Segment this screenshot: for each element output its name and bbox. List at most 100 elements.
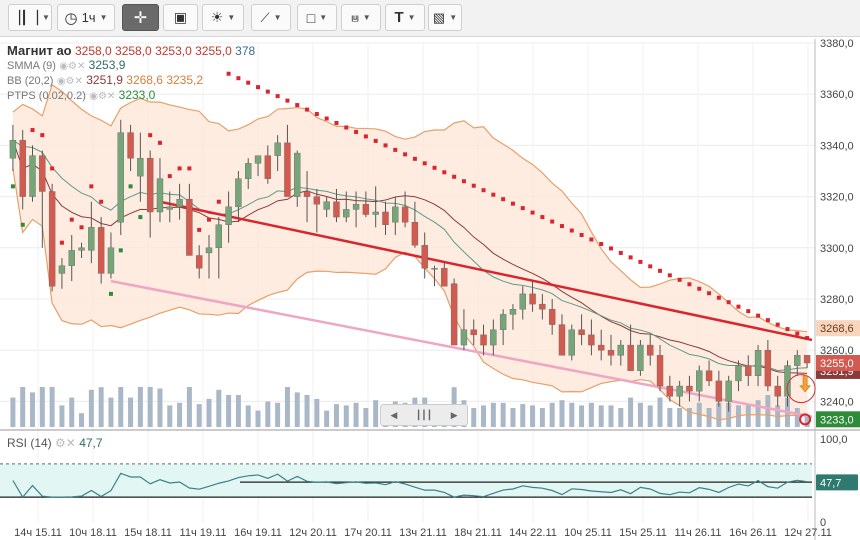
candle-body [9, 140, 17, 159]
time-tick-label: 11ч 26.11 [675, 527, 722, 539]
settings-gear-icon[interactable]: ◉⚙✕ [59, 61, 86, 72]
shapes-button[interactable]: □ ▼ [297, 4, 337, 31]
candle-body [529, 293, 536, 305]
volume-bar [559, 400, 565, 427]
ptps-dot [481, 188, 486, 193]
volume-bar [539, 408, 545, 427]
ptps-dot [99, 199, 104, 204]
price-tick-label: 3280,0 [820, 294, 854, 306]
fib-button[interactable]: ⩏ ▼ [341, 4, 381, 31]
settings-gear-icon[interactable]: ◉⚙✕ [56, 76, 83, 87]
crosshair-button[interactable]: ✛ [122, 4, 159, 31]
scroll-left-icon[interactable]: ◀ [390, 409, 398, 420]
ptps-dot [599, 241, 604, 246]
candle-body [686, 385, 693, 392]
candle-body [656, 355, 664, 387]
drag-handle-icon[interactable]: ┃┃┃ [415, 409, 433, 420]
settings-gear-icon[interactable]: ⚙✕ [55, 436, 76, 450]
rsi-value-tag-label: 47,7 [820, 477, 841, 489]
price-tick-label: 3300,0 [820, 243, 854, 255]
scroll-right-icon[interactable]: ▶ [450, 409, 458, 420]
volume-bar [696, 402, 702, 427]
candle-body [303, 191, 311, 197]
price-tick-label: 3260,0 [820, 345, 854, 357]
ptps-dot [69, 217, 74, 222]
volume-bar [686, 408, 692, 427]
smma-name: SMMA (9) [7, 60, 56, 72]
draw-line-button[interactable]: ⟋ ▼ [251, 4, 291, 31]
time-tick-label: 10ч 18.11 [69, 527, 117, 539]
volume-bar [226, 395, 232, 427]
image-button[interactable]: ▧ ▼ [428, 4, 462, 31]
time-tick-label: 16ч 26.11 [729, 527, 777, 539]
rsi-band [0, 463, 812, 498]
price-tick-label: 3340,0 [820, 140, 854, 152]
rsi-tick-label: 0 [820, 517, 826, 529]
text-button[interactable]: T ▼ [385, 4, 425, 31]
candle-body [764, 350, 772, 387]
candle-body [470, 329, 477, 336]
timeframe-button[interactable]: ◷ 1ч ▼ [57, 4, 115, 31]
volume-bar [157, 388, 163, 427]
rsi-value: 47,7 [79, 436, 103, 450]
ptps-dot [618, 250, 623, 255]
volume-bar [618, 408, 624, 427]
volume-bar [196, 404, 202, 427]
candle-body [597, 344, 605, 351]
timeframe-label: 1ч [81, 10, 96, 25]
candle-body [431, 268, 438, 270]
fullscreen-button[interactable]: ▣ [163, 4, 198, 31]
candle-body [401, 206, 409, 223]
ptps-dot [775, 322, 780, 327]
crosshair-icon: ✛ [133, 9, 148, 27]
volume-value: 378 [235, 44, 256, 58]
candle-body [499, 314, 507, 330]
signal-arrow [799, 375, 811, 393]
candle-body [156, 178, 164, 213]
ptps-dot [344, 125, 349, 130]
ptps-dot [805, 336, 810, 341]
ptps-dot [687, 282, 692, 287]
ptps-dot [726, 300, 731, 305]
time-tick-label: 14ч 22.11 [509, 527, 557, 539]
candles-type-button[interactable]: ▕┃▕ ▼ [8, 4, 52, 31]
candle-body [568, 329, 575, 356]
volume-bar [794, 408, 800, 427]
ptps-dot [393, 147, 398, 152]
candle-body [666, 385, 674, 397]
candle-body [548, 309, 556, 325]
text-icon: T [394, 9, 404, 26]
time-axis: 14ч 15.11 10ч 18.11 15ч 18.11 11ч 19.11 16ч … [14, 527, 832, 539]
time-tick-label: 17ч 20.11 [344, 527, 392, 539]
price-chart[interactable]: 100,00 3380,03360,03340,03320,03300,0328… [0, 36, 860, 540]
volume-bar [284, 387, 290, 427]
bb-mid-value: 3251,9 [86, 73, 123, 87]
volume-bar [275, 402, 281, 427]
ptps-dot [148, 133, 153, 138]
settings-gear-icon[interactable]: ◉⚙✕ [89, 91, 116, 102]
chevron-down-icon: ▼ [319, 13, 328, 22]
ptps-dot [363, 134, 368, 139]
indicators-button[interactable]: ☀ ▼ [202, 4, 244, 31]
candle-body [127, 132, 134, 159]
candle-body [294, 152, 301, 197]
ptps-dot [765, 318, 770, 323]
ptps-dot [354, 129, 359, 134]
ptps-dot [216, 199, 221, 204]
trend-lines [110, 200, 813, 418]
candle-body [647, 344, 654, 356]
ptps-dot [540, 215, 545, 220]
scroll-navigator[interactable]: ◀ ┃┃┃ ▶ [380, 404, 468, 426]
candle-body [186, 198, 193, 256]
ptps-dot [305, 107, 310, 112]
volume-bar [637, 402, 643, 427]
smma-value: 3253,9 [88, 58, 126, 72]
candle-body [107, 247, 115, 274]
time-tick-label: 18ч 21.11 [454, 527, 502, 539]
candle-body [745, 365, 752, 376]
candle-body [29, 155, 36, 197]
ptps-dot [128, 184, 133, 189]
ptps-dot [756, 313, 761, 318]
candle-body [225, 206, 232, 225]
